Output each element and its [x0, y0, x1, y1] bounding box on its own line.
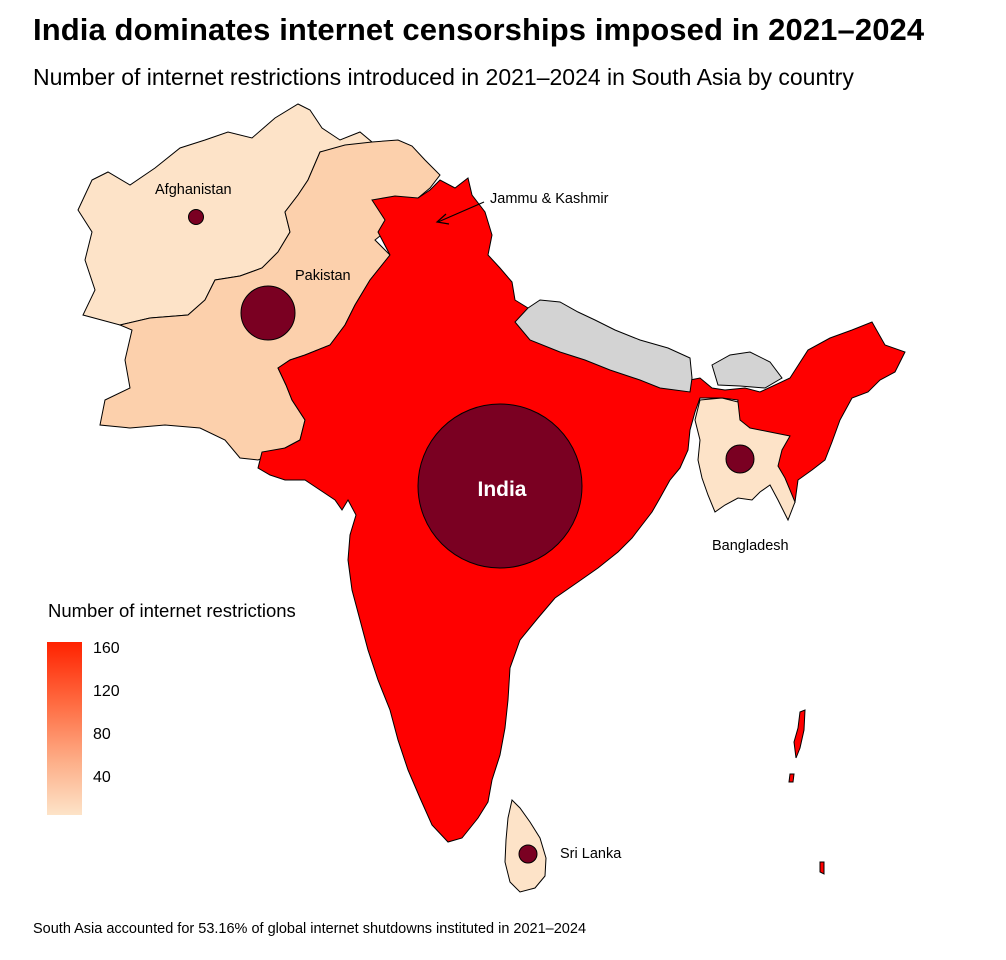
- region-andaman-islands: [793, 709, 806, 759]
- chart-title: India dominates internet censorships imp…: [33, 12, 925, 47]
- region-nicobar-islands: [819, 861, 825, 875]
- region-nepal: [514, 299, 693, 393]
- region-bhutan: [711, 351, 783, 389]
- label-afghanistan: Afghanistan: [155, 182, 232, 198]
- bubble-pakistan: [240, 285, 296, 341]
- label-sri-lanka: Sri Lanka: [560, 846, 622, 862]
- legend-title: Number of internet restrictions: [48, 600, 296, 621]
- bubble-bangladesh: [725, 444, 755, 474]
- label-pakistan: Pakistan: [295, 268, 351, 284]
- legend-tick-80: 80: [93, 726, 111, 743]
- label-bangladesh: Bangladesh: [712, 538, 789, 554]
- legend-tick-120: 120: [93, 683, 120, 700]
- jammu-kashmir-arrow: [437, 201, 485, 223]
- legend-tick-160: 160: [93, 640, 120, 657]
- label-india: India: [477, 478, 526, 501]
- legend-color-scale: [47, 642, 82, 815]
- label-jammu-kashmir: Jammu & Kashmir: [490, 191, 609, 207]
- legend-tick-40: 40: [93, 769, 111, 786]
- chart-subtitle: Number of internet restrictions introduc…: [33, 64, 854, 90]
- bubble-india: [417, 403, 583, 569]
- bubble-afghanistan: [188, 209, 204, 225]
- region-andaman-islet: [788, 773, 795, 783]
- footnote: South Asia accounted for 53.16% of globa…: [33, 921, 587, 937]
- jammu-kashmir-arrowhead: [435, 213, 450, 225]
- bubble-sri-lanka: [518, 844, 538, 864]
